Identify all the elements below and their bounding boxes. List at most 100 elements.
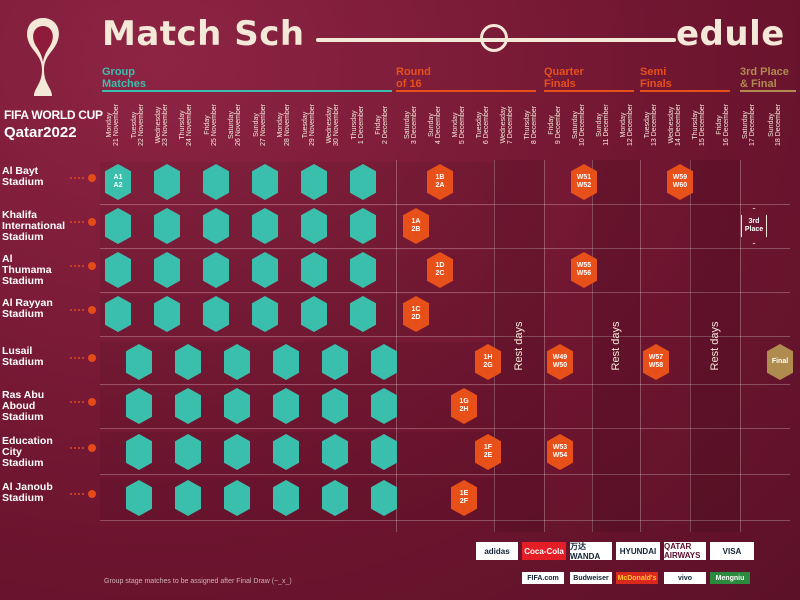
- match-hexagon[interactable]: [350, 164, 376, 200]
- match-hexagon[interactable]: [224, 480, 250, 516]
- stadium-pin-icon: [88, 218, 96, 226]
- connector-dots: [70, 262, 90, 270]
- football-icon: [480, 24, 508, 52]
- match-hexagon[interactable]: [105, 208, 131, 244]
- row-divider: [100, 474, 790, 475]
- match-hexagon[interactable]: [175, 480, 201, 516]
- match-hexagon[interactable]: [322, 344, 348, 380]
- match-hexagon[interactable]: [126, 480, 152, 516]
- day-header: Monday 12 December: [620, 100, 634, 148]
- match-hexagon[interactable]: [105, 296, 131, 332]
- match-hexagon[interactable]: 1E 2F: [451, 480, 477, 516]
- match-hexagon[interactable]: W55 W56: [571, 252, 597, 288]
- match-hexagon[interactable]: [203, 296, 229, 332]
- day-header: Sunday 18 December: [768, 100, 782, 148]
- match-hexagon[interactable]: [273, 344, 299, 380]
- day-label: Thursday 15 December: [692, 103, 706, 147]
- match-hexagon[interactable]: [350, 252, 376, 288]
- connector-dots: [70, 490, 90, 498]
- stadium-name: Al Rayyan Stadium: [2, 297, 53, 320]
- match-hexagon[interactable]: [252, 252, 278, 288]
- match-hexagon[interactable]: [252, 208, 278, 244]
- column-divider: [592, 160, 593, 532]
- row-divider: [100, 336, 790, 337]
- match-hexagon[interactable]: [273, 388, 299, 424]
- match-hexagon[interactable]: [154, 208, 180, 244]
- match-hexagon[interactable]: 1B 2A: [427, 164, 453, 200]
- stadium-name: Al Thumama Stadium: [2, 253, 52, 287]
- sponsor-logo: QATAR AIRWAYS: [664, 542, 706, 560]
- match-hexagon[interactable]: [371, 480, 397, 516]
- match-hexagon[interactable]: [322, 388, 348, 424]
- match-hexagon[interactable]: 1F 2E: [475, 434, 501, 470]
- stadium-name: Al Bayt Stadium: [2, 165, 44, 188]
- match-hexagon[interactable]: [175, 388, 201, 424]
- rest-days-label: Rest days: [709, 321, 721, 371]
- match-hexagon[interactable]: [224, 388, 250, 424]
- match-hexagon[interactable]: [371, 434, 397, 470]
- match-hexagon[interactable]: [203, 164, 229, 200]
- match-hexagon[interactable]: 1H 2G: [475, 344, 501, 380]
- match-hexagon[interactable]: W53 W54: [547, 434, 573, 470]
- match-hexagon[interactable]: [301, 164, 327, 200]
- match-hexagon[interactable]: 1C 2D: [403, 296, 429, 332]
- match-hexagon[interactable]: [350, 296, 376, 332]
- match-hexagon[interactable]: W49 W50: [547, 344, 573, 380]
- match-hexagon[interactable]: [224, 434, 250, 470]
- match-hexagon[interactable]: [154, 296, 180, 332]
- match-hexagon[interactable]: A1 A2: [105, 164, 131, 200]
- match-hexagon[interactable]: [301, 252, 327, 288]
- day-label: Sunday 18 December: [768, 103, 782, 147]
- match-hexagon[interactable]: [203, 208, 229, 244]
- match-hexagon[interactable]: [301, 208, 327, 244]
- stadium-name: Khalifa International Stadium: [2, 209, 66, 243]
- row-divider: [100, 248, 790, 249]
- match-hexagon[interactable]: [273, 480, 299, 516]
- match-hexagon[interactable]: Final: [767, 344, 793, 380]
- match-hexagon[interactable]: 1D 2C: [427, 252, 453, 288]
- column-divider: [690, 160, 691, 532]
- column-divider: [396, 160, 397, 532]
- row-divider: [100, 204, 790, 205]
- match-hexagon[interactable]: [154, 252, 180, 288]
- match-hexagon[interactable]: [203, 252, 229, 288]
- match-hexagon[interactable]: [126, 344, 152, 380]
- match-hexagon[interactable]: [301, 296, 327, 332]
- sponsor-logo: vivo: [664, 572, 706, 584]
- match-hexagon[interactable]: [175, 344, 201, 380]
- match-hexagon[interactable]: [105, 252, 131, 288]
- match-hexagon[interactable]: W57 W58: [643, 344, 669, 380]
- match-hexagon[interactable]: [154, 164, 180, 200]
- day-header: Monday 21 November: [106, 100, 120, 148]
- day-header: Saturday 3 December: [404, 100, 418, 148]
- match-hexagon[interactable]: [371, 344, 397, 380]
- match-hexagon[interactable]: W51 W52: [571, 164, 597, 200]
- match-hexagon[interactable]: [252, 164, 278, 200]
- match-hexagon[interactable]: [175, 434, 201, 470]
- day-header: Monday 28 November: [277, 100, 291, 148]
- match-hexagon[interactable]: [273, 434, 299, 470]
- match-hexagon[interactable]: [126, 434, 152, 470]
- match-hexagon[interactable]: [126, 388, 152, 424]
- match-hexagon[interactable]: [252, 296, 278, 332]
- day-header: Sunday 27 November: [253, 100, 267, 148]
- day-label: Wednesday 7 December: [500, 105, 514, 145]
- match-hexagon[interactable]: 1A 2B: [403, 208, 429, 244]
- stadium-name: Ras Abu Aboud Stadium: [2, 389, 45, 423]
- match-hexagon[interactable]: W59 W60: [667, 164, 693, 200]
- match-hexagon[interactable]: [371, 388, 397, 424]
- match-hexagon[interactable]: [350, 208, 376, 244]
- row-divider: [100, 520, 790, 521]
- match-hexagon[interactable]: [224, 344, 250, 380]
- day-label: Friday 16 December: [716, 103, 730, 147]
- phase-underline: [544, 90, 634, 92]
- day-label: Monday 12 December: [620, 103, 634, 147]
- match-hexagon[interactable]: [322, 480, 348, 516]
- fifa-world-cup-logo: FIFA WORLD CUP Qatar2022: [4, 6, 103, 156]
- match-hexagon[interactable]: 3rd Place: [741, 208, 767, 244]
- day-label: Tuesday 22 November: [131, 103, 145, 147]
- match-hexagon[interactable]: 1G 2H: [451, 388, 477, 424]
- match-hexagon[interactable]: [322, 434, 348, 470]
- day-label: Saturday 17 December: [742, 103, 756, 147]
- row-divider: [100, 384, 790, 385]
